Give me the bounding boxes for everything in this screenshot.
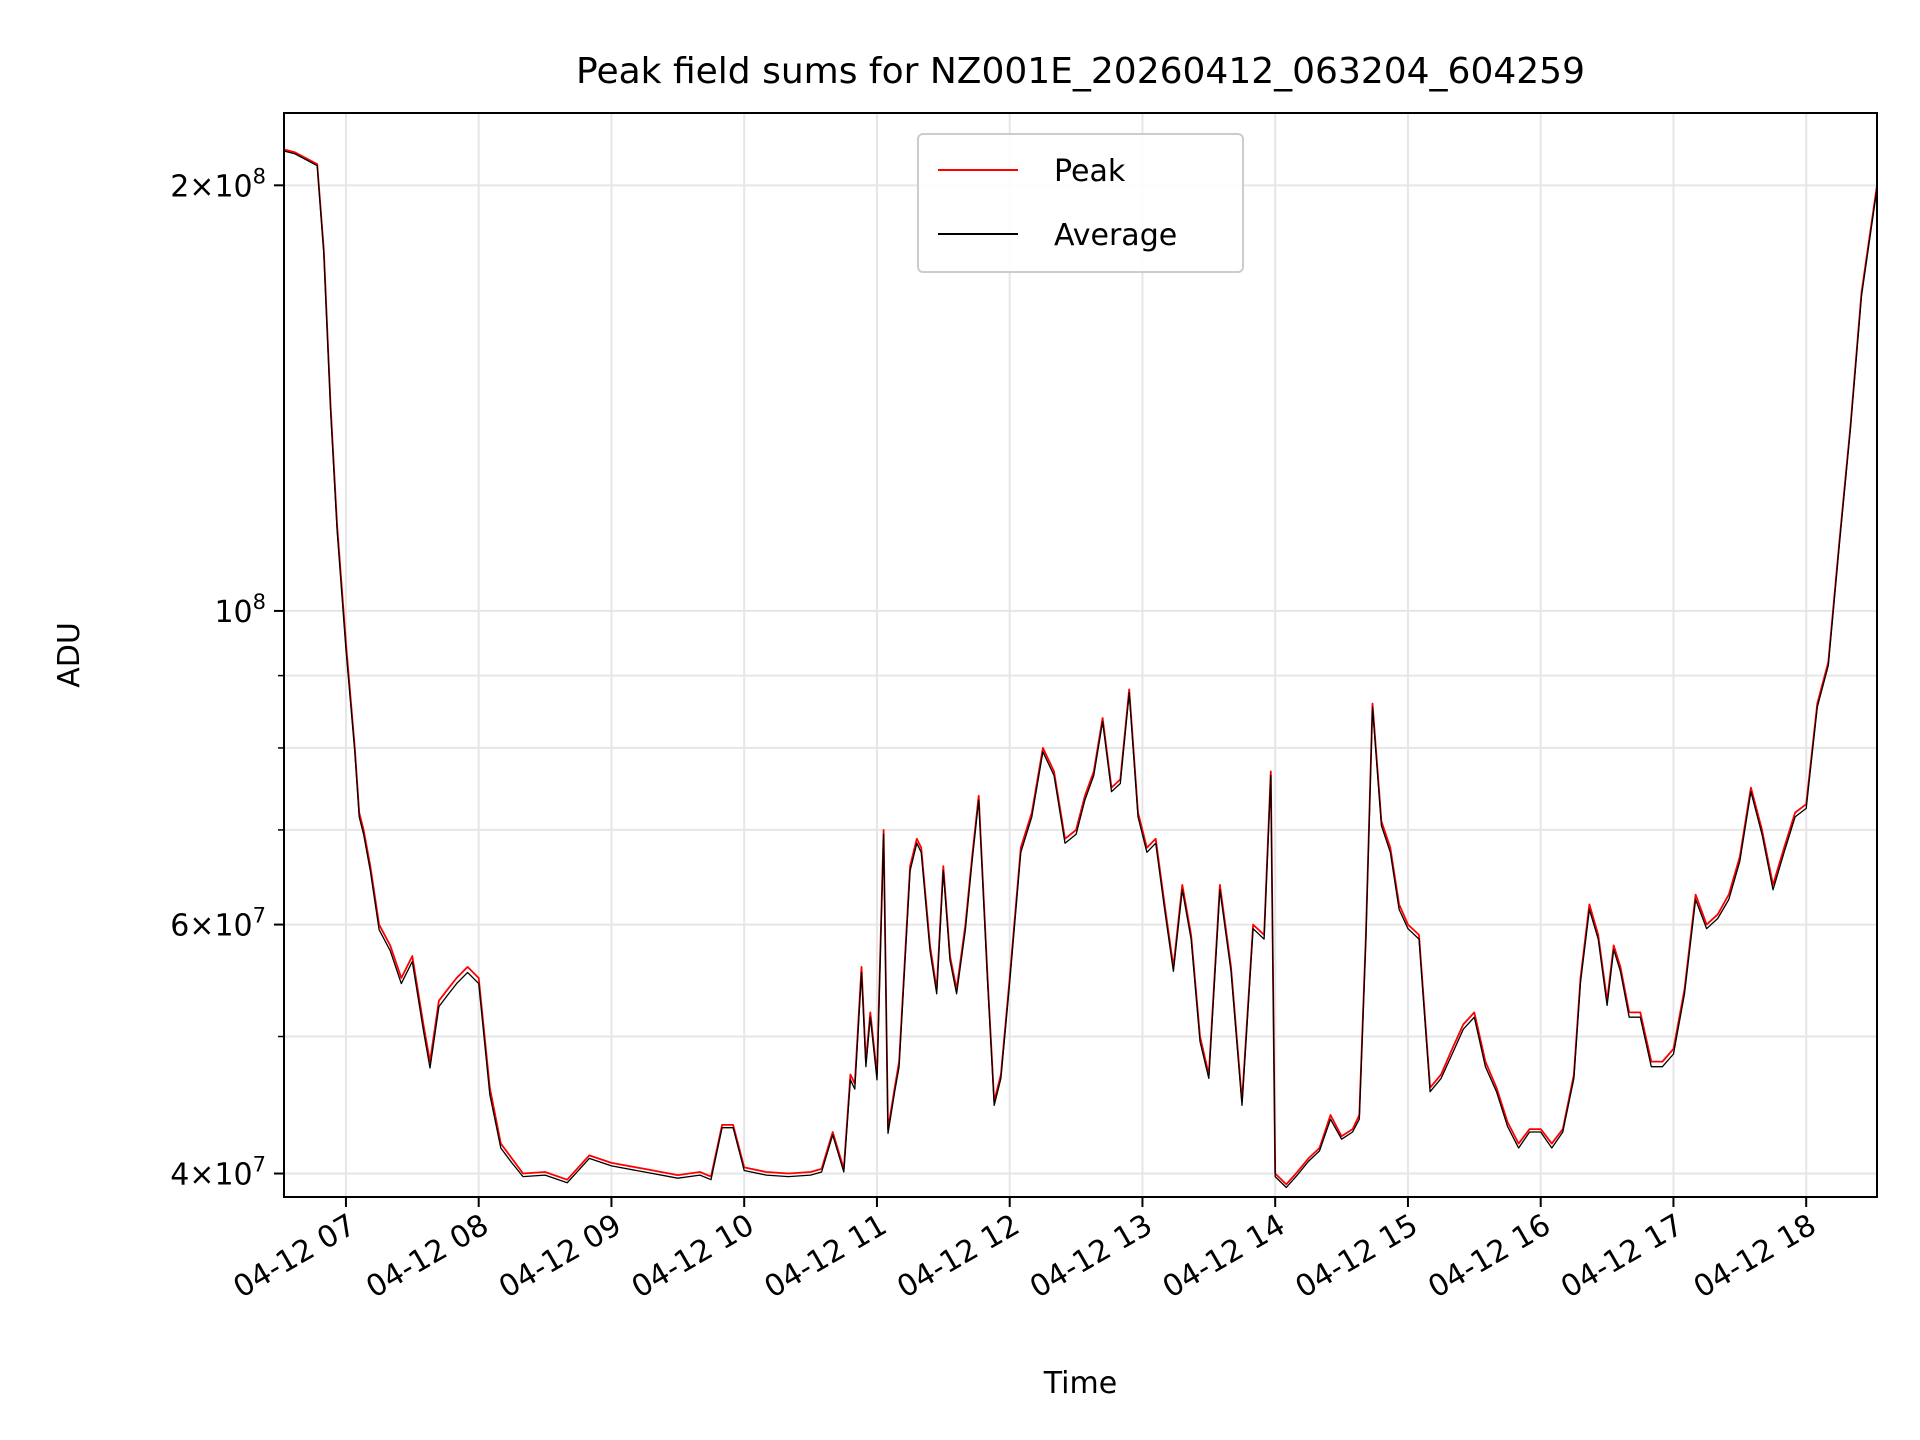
chart-title: Peak field sums for NZ001E_20260412_0632… [576,51,1585,92]
y-axis-ticks: 4×107 6×107 108 2×108 [170,164,284,1193]
series-line-average [283,150,1878,1189]
y-tick-label: 6×107 [170,904,266,944]
y-tick-label: 4×107 [170,1153,266,1193]
legend-label-peak: Peak [1054,154,1126,189]
y-axis-label: ADU [52,622,87,688]
axes-frame [283,112,1878,1198]
series-layer [283,148,1878,1189]
legend: Peak Average [917,133,1244,273]
y-tick-label: 2×108 [170,164,266,204]
grid-lines [284,113,1877,1197]
legend-box [917,133,1244,273]
y-tick-label: 108 [214,590,266,630]
legend-label-average: Average [1054,218,1177,253]
x-axis-label: Time [1043,1366,1117,1401]
